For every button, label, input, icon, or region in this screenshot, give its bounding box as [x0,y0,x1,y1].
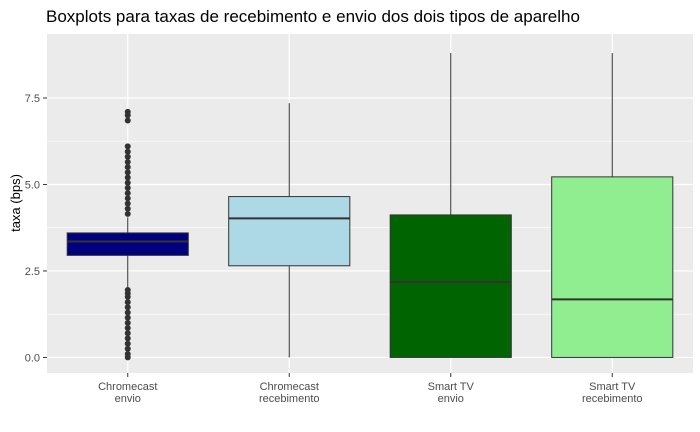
outlier-point [124,179,131,186]
outlier-point [124,325,131,332]
chart-title: Boxplots para taxas de recebimento e env… [46,7,580,26]
outlier-point [124,354,131,361]
outlier-point [124,293,131,300]
x-tick-label: Smart TV envio [428,381,475,405]
y-tick-label: 0.0 [25,352,40,364]
outlier-point [124,164,131,171]
x-tick-label-line: Chromecast [260,381,319,393]
x-tick-label: Chromecast recebimento [259,381,320,405]
outlier-point [124,340,131,347]
outlier-point [124,108,131,115]
box-group [66,108,189,361]
outlier-point [124,205,131,212]
outlier-point [124,190,131,197]
outlier-point [124,309,131,316]
x-tick-label-line: Smart TV [589,381,636,393]
y-tick-label: 5.0 [25,179,40,191]
x-tick-label: Smart TV recebimento [582,381,643,405]
y-tick-label: 7.5 [25,93,40,105]
box-group [551,53,674,358]
outlier-point [124,174,131,181]
outlier-point [124,143,131,150]
outlier-point [124,158,131,165]
outlier-point [124,210,131,217]
outlier-point [124,314,131,321]
outlier-point [124,153,131,160]
outlier-point [124,195,131,202]
outlier-point [124,148,131,155]
box-iqr [389,214,512,358]
x-tick-label-line: envio [438,393,464,405]
box-iqr [551,176,674,358]
outlier-point [124,335,131,342]
x-tick-label-line: recebimento [582,393,643,405]
outlier-point [124,319,131,326]
box-iqr [228,196,351,267]
outlier-point [124,117,131,124]
outlier-point [124,299,131,306]
x-tick-label-line: Chromecast [98,381,157,393]
box-group [228,103,351,358]
x-tick-label-line: Smart TV [428,381,475,393]
box-iqr [66,232,189,256]
box-layer [66,53,674,361]
outlier-point [124,304,131,311]
outlier-point [124,200,131,207]
outlier-point [124,330,131,337]
y-axis: 0.0 2.5 5.0 7.5 [25,93,47,364]
outlier-point [124,184,131,191]
box-group [389,53,512,358]
x-tick-label-line: envio [115,393,141,405]
outlier-point [124,345,131,352]
y-tick-label: 2.5 [25,266,40,278]
y-axis-title: taxa (bps) [8,174,23,232]
x-tick-label-line: recebimento [259,393,320,405]
outlier-point [124,169,131,176]
x-tick-label: Chromecast envio [98,381,157,405]
